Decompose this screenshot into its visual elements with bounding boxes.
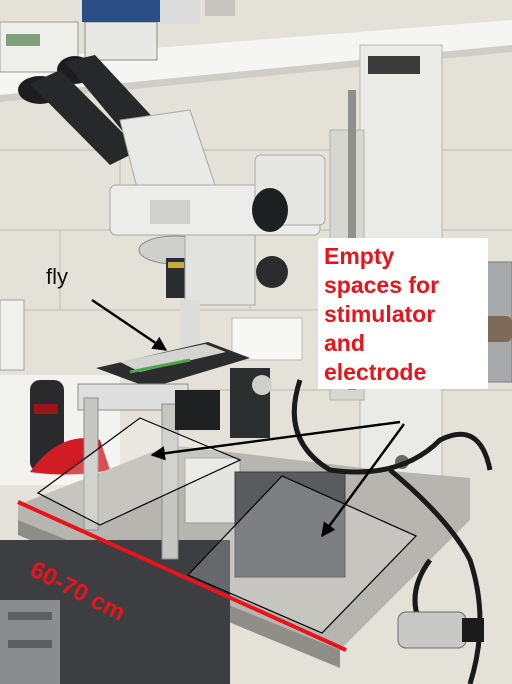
stage xyxy=(77,342,272,560)
dimension-line xyxy=(17,500,347,652)
callout-line: Empty xyxy=(324,243,395,269)
empty-space-right xyxy=(186,475,418,634)
fly-arrow xyxy=(91,299,168,351)
shelf xyxy=(0,20,512,95)
side-box xyxy=(0,299,25,371)
fly-label: fly xyxy=(46,264,68,289)
shelf-device-blue xyxy=(82,0,162,22)
empty-space-left xyxy=(36,417,242,526)
xlr-connector xyxy=(397,611,484,649)
callout-line: spaces for xyxy=(324,272,440,298)
microscope xyxy=(18,55,326,361)
callout-line: stimulator xyxy=(324,301,436,327)
callout-line: electrode xyxy=(324,359,427,385)
electrode-arrow-right xyxy=(321,423,405,538)
shelf-device-middle xyxy=(84,21,158,61)
empty-spaces-callout: Empty spaces for stimulator and electrod… xyxy=(318,238,488,389)
callout-line: and xyxy=(324,330,365,356)
electrode-arrow-left xyxy=(150,420,401,461)
